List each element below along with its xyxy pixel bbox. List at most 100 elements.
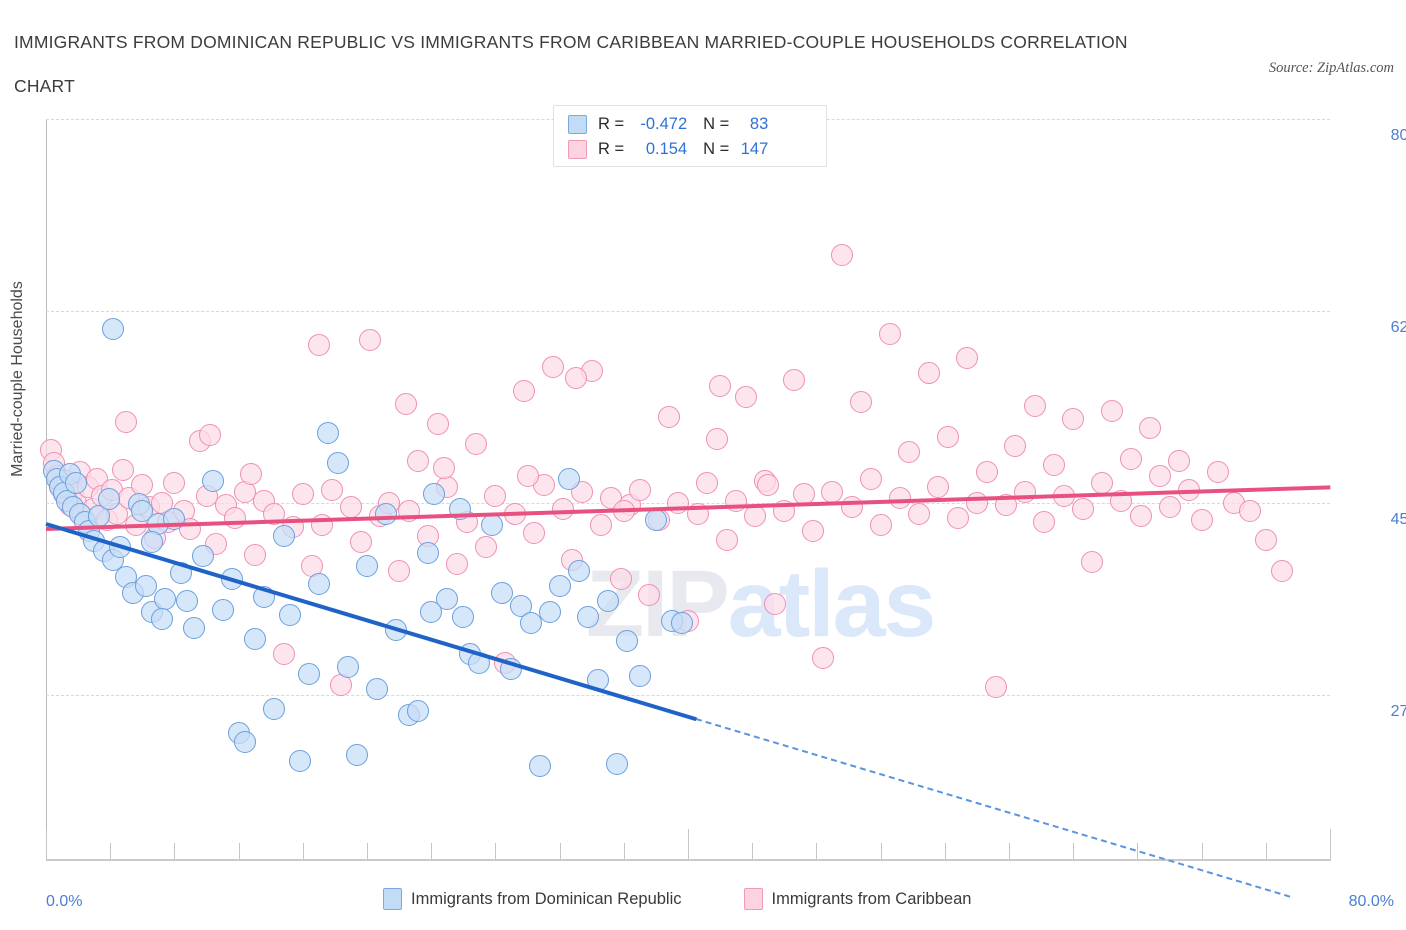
scatter-point [253,585,276,608]
watermark-atlas: atlas [727,551,937,657]
scatter-point [87,504,110,527]
scatter-point [763,592,786,615]
scatter-point [667,491,690,514]
scatter-point [757,474,780,497]
scatter-point [513,379,536,402]
scatter-point [709,375,732,398]
scatter-point [564,366,587,389]
scatter-point [670,612,693,635]
scatter-point [416,542,439,565]
correlation-stats-legend: R = -0.472 N = 83 R = 0.154 N = 147 [553,105,827,167]
scatter-point [1254,528,1277,551]
scatter-point [657,406,680,429]
scatter-point [917,362,940,385]
x-axis-tick [623,843,625,859]
scatter-point [243,544,266,567]
legend-label-caribbean: Immigrants from Caribbean [771,889,972,908]
scatter-point [558,467,581,490]
scatter-point [346,743,369,766]
gridline [46,310,1330,312]
stats-r-value-2: 0.154 [645,140,688,158]
legend-item-caribbean[interactable]: Immigrants from Caribbean [743,888,972,910]
scatter-point [1270,559,1293,582]
scatter-point [946,507,969,530]
y-axis-tick-label: 80.0% [1390,127,1406,144]
scatter-point [802,520,825,543]
scatter-point [1100,399,1123,422]
scatter-point [821,480,844,503]
y-axis-tick-label: 27.5% [1390,702,1406,720]
scatter-point [211,599,234,622]
scatter-point [198,423,221,446]
scatter-point [879,322,902,345]
scatter-point [1052,485,1075,508]
scatter-point [336,656,359,679]
scatter-point [616,629,638,652]
scatter-point [638,583,661,606]
scatter-point [1158,496,1181,519]
scatter-point [394,393,417,416]
trendline-dominican-extrapolated [695,717,1291,898]
scatter-point [888,487,911,510]
scatter-point [516,465,539,488]
scatter-point [606,752,629,775]
scatter-point [612,500,635,523]
scatter-point [474,535,497,558]
scatter-point [503,502,526,525]
x-axis-tick [1137,843,1139,859]
scatter-point [587,669,610,692]
scatter-point [272,642,295,665]
plot-area: ZIPatlas 80.0% 62.5% 45.0% 27.5% [39,119,1406,898]
scatter-point [1081,550,1104,573]
scatter-point [782,368,805,391]
scatter-point [1238,500,1261,523]
x-axis-tick [1073,843,1075,859]
scatter-point [538,601,561,624]
scatter-point [644,509,667,532]
scatter-point [243,627,266,650]
scatter-point [898,441,921,464]
scatter-point [298,662,321,685]
x-axis-tick [816,843,818,859]
scatter-point [262,502,285,525]
scatter-point [452,605,475,628]
scatter-point [577,605,600,628]
scatter-point [484,485,507,508]
scatter-point [596,590,619,613]
x-axis-tick [1009,843,1010,859]
scatter-point [529,754,552,777]
scatter-point [811,647,834,670]
x-axis-tick [431,843,433,859]
scatter-point [1014,480,1037,503]
legend-swatch-caribbean-icon [743,888,763,910]
x-axis-tick [1330,829,1331,859]
scatter-point [705,428,728,451]
scatter-point [423,482,446,505]
legend-item-dominican[interactable]: Immigrants from Dominican Republic [383,888,682,910]
x-axis-tick [1265,843,1267,859]
x-axis-tick [174,843,176,859]
scatter-point [937,425,959,448]
scatter-point [445,553,468,576]
scatter-point [291,482,314,505]
stats-n-value-2: 147 [740,140,769,158]
scatter-point [359,329,382,352]
scatter-point [522,522,545,545]
scatter-point [153,588,176,611]
scatter-point [1071,498,1094,521]
y-axis-title: Married-couple Households [9,281,26,477]
scatter-point [994,493,1017,516]
scatter-point [696,471,719,494]
scatter-point [773,500,796,523]
scatter-point [715,528,738,551]
scatter-point [97,488,120,511]
scatter-point [686,502,709,525]
x-axis-tick [688,829,689,859]
scatter-point [628,664,651,687]
x-axis-tick [238,843,240,859]
scatter-point [1119,447,1142,470]
scatter-point [1139,417,1162,440]
scatter-point [426,412,449,435]
scatter-point [240,463,263,486]
